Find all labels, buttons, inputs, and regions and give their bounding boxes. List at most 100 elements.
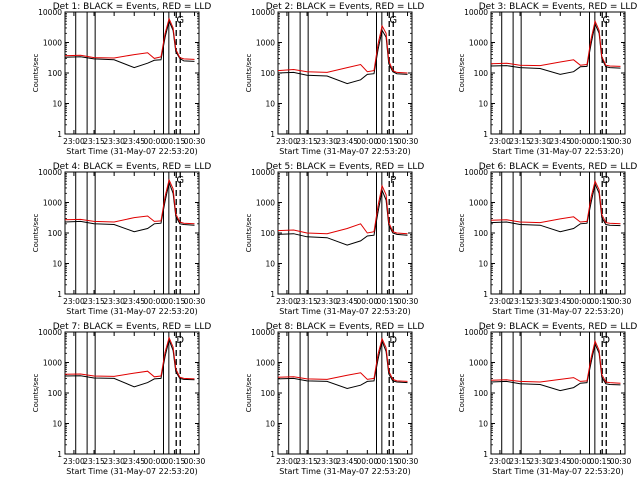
y-axis-label: Counts/sec <box>32 214 40 253</box>
marker-label: D <box>389 335 397 346</box>
y-tick-label: 100 <box>261 69 276 78</box>
x-tick-label: 23:00 <box>489 457 511 466</box>
events-series-line <box>277 339 408 390</box>
x-tick-label: 00:00 <box>357 457 379 466</box>
x-axis-label: Start Time (31-May-07 22:53:20) <box>492 147 623 156</box>
y-tick-label: 10 <box>265 260 275 269</box>
x-axis-label: Start Time (31-May-07 22:53:20) <box>492 307 623 316</box>
chart-title: Det 6: BLACK = Events, RED = LLD <box>479 162 638 172</box>
chart-title: Det 7: BLACK = Events, RED = LLD <box>53 322 212 332</box>
x-axis-label: Start Time (31-May-07 22:53:20) <box>66 307 197 316</box>
lld-series-line <box>277 337 408 382</box>
plot-frame <box>490 11 626 135</box>
x-tick-label: 23:30 <box>529 457 551 466</box>
x-tick-label: 23:45 <box>123 297 145 306</box>
y-tick-label: 10 <box>52 100 62 109</box>
x-tick-label: 00:30 <box>610 457 632 466</box>
y-tick-label: 1 <box>57 290 62 299</box>
plot-frame <box>490 331 626 455</box>
y-tick-label: 1000 <box>256 39 275 48</box>
marker-label: D <box>602 175 610 186</box>
y-tick-label: 1 <box>483 450 488 459</box>
x-axis-label: Start Time (31-May-07 22:53:20) <box>66 467 197 476</box>
events-series-line <box>490 22 621 75</box>
x-axis-label: Start Time (31-May-07 22:53:20) <box>279 307 410 316</box>
y-tick-label: 1 <box>483 290 488 299</box>
chart-title: Det 3: BLACK = Events, RED = LLD <box>479 2 638 12</box>
x-tick-label: 00:15 <box>164 457 186 466</box>
lld-series-line <box>64 178 195 225</box>
x-tick-label: 00:15 <box>377 137 399 146</box>
x-tick-label: 00:30 <box>184 137 206 146</box>
x-tick-label: 00:00 <box>144 457 166 466</box>
x-tick-label: 23:00 <box>63 137 85 146</box>
x-tick-label: 23:00 <box>276 137 298 146</box>
y-tick-label: 100 <box>48 69 63 78</box>
y-tick-label: 100 <box>48 389 63 398</box>
chart-title: Det 2: BLACK = Events, RED = LLD <box>266 2 425 12</box>
y-tick-label: 1000 <box>43 359 62 368</box>
chart-panel: Det 9: BLACK = Events, RED = LLD 1 10 100 10… <box>458 322 637 476</box>
y-tick-label: 10000 <box>38 328 62 337</box>
y-tick-label: 1 <box>483 130 488 139</box>
lld-series-line <box>277 24 408 74</box>
lld-series-line <box>277 184 408 235</box>
x-tick-label: 00:00 <box>357 297 379 306</box>
x-tick-label: 00:00 <box>570 457 592 466</box>
x-tick-label: 23:15 <box>296 457 318 466</box>
x-tick-label: 23:15 <box>83 137 105 146</box>
events-series-line <box>64 19 195 69</box>
x-tick-label: 00:30 <box>397 137 419 146</box>
plot-frame <box>490 171 626 295</box>
events-series-line <box>490 182 621 233</box>
x-tick-label: 00:30 <box>184 297 206 306</box>
marker-label: D <box>602 335 610 346</box>
x-tick-label: 23:00 <box>489 137 511 146</box>
x-tick-label: 00:00 <box>570 297 592 306</box>
x-tick-label: 23:15 <box>509 137 531 146</box>
events-series-line <box>277 29 408 85</box>
y-tick-label: 10000 <box>38 168 62 177</box>
x-tick-label: 23:45 <box>549 297 571 306</box>
chart-title: Det 1: BLACK = Events, RED = LLD <box>53 2 212 12</box>
y-tick-label: 1 <box>270 130 275 139</box>
chart-panel: Det 2: BLACK = Events, RED = LLD 1 10 100 10… <box>245 2 424 156</box>
y-tick-label: 1000 <box>43 199 62 208</box>
y-tick-label: 100 <box>474 389 489 398</box>
chart-title: Det 5: BLACK = Events, RED = LLD <box>266 162 425 172</box>
x-tick-label: 00:00 <box>144 137 166 146</box>
x-tick-label: 23:00 <box>489 297 511 306</box>
x-tick-label: 00:15 <box>590 297 612 306</box>
x-tick-label: 23:45 <box>336 297 358 306</box>
y-tick-label: 10000 <box>464 8 488 17</box>
plot-frame <box>64 11 200 135</box>
x-tick-label: 23:45 <box>549 457 571 466</box>
x-tick-label: 23:30 <box>529 297 551 306</box>
lld-series-line <box>490 179 621 225</box>
y-tick-label: 1 <box>57 130 62 139</box>
x-tick-label: 23:30 <box>103 137 125 146</box>
x-tick-label: 23:45 <box>123 137 145 146</box>
x-tick-label: 00:30 <box>184 457 206 466</box>
y-tick-label: 10000 <box>38 8 62 17</box>
x-tick-label: 23:00 <box>63 457 85 466</box>
y-tick-label: 10000 <box>464 328 488 337</box>
chart-panel: Det 4: BLACK = Events, RED = LLD 1 10 100 10… <box>32 162 211 316</box>
x-tick-label: 23:15 <box>296 297 318 306</box>
marker-label: G <box>602 15 610 26</box>
marker-label: G <box>389 15 397 26</box>
y-tick-label: 1000 <box>256 359 275 368</box>
chart-panel: Det 3: BLACK = Events, RED = LLD 1 10 100 10… <box>458 2 637 156</box>
events-series-line <box>490 342 621 392</box>
marker-label: G <box>176 175 184 186</box>
y-tick-label: 100 <box>474 69 489 78</box>
x-axis-label: Start Time (31-May-07 22:53:20) <box>492 467 623 476</box>
y-tick-label: 10 <box>52 260 62 269</box>
y-tick-label: 100 <box>474 229 489 238</box>
x-tick-label: 23:00 <box>276 457 298 466</box>
lld-series-line <box>64 336 195 380</box>
y-tick-label: 100 <box>261 229 276 238</box>
x-tick-label: 23:45 <box>336 457 358 466</box>
x-tick-label: 23:15 <box>509 297 531 306</box>
y-tick-label: 10 <box>478 420 488 429</box>
